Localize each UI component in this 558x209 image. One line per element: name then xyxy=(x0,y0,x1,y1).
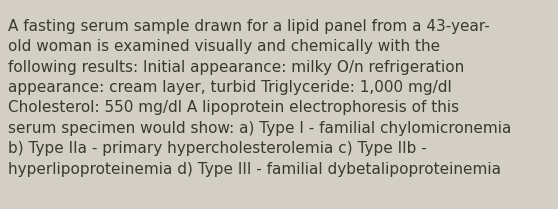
Text: A fasting serum sample drawn for a lipid panel from a 43-year-
old woman is exam: A fasting serum sample drawn for a lipid… xyxy=(8,19,512,177)
